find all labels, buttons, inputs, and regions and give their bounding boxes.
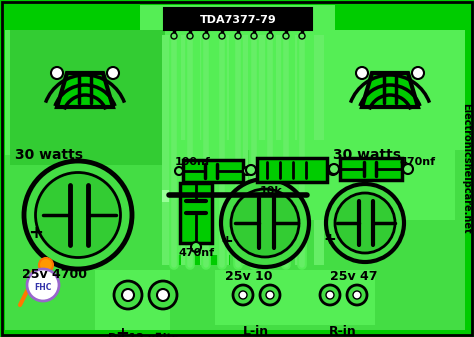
Bar bbox=[162, 35, 172, 265]
Text: 470nf: 470nf bbox=[179, 248, 215, 258]
Circle shape bbox=[329, 164, 339, 174]
Circle shape bbox=[219, 33, 225, 39]
Bar bbox=[180, 183, 212, 243]
Polygon shape bbox=[57, 73, 113, 107]
Text: 25v 10: 25v 10 bbox=[225, 270, 273, 283]
Polygon shape bbox=[362, 73, 418, 107]
Bar bbox=[215, 270, 375, 325]
Circle shape bbox=[283, 33, 289, 39]
Circle shape bbox=[299, 33, 305, 39]
Bar bbox=[295, 35, 305, 265]
Bar bbox=[5, 265, 465, 330]
Text: 10k: 10k bbox=[260, 186, 283, 196]
Text: 100nf: 100nf bbox=[175, 157, 211, 167]
Circle shape bbox=[403, 164, 413, 174]
Ellipse shape bbox=[24, 161, 132, 269]
Bar bbox=[10, 30, 165, 165]
Circle shape bbox=[412, 67, 424, 79]
Text: +: + bbox=[28, 224, 44, 242]
Circle shape bbox=[191, 242, 201, 252]
Text: FHC: FHC bbox=[34, 282, 52, 292]
Bar bbox=[5, 155, 165, 265]
Circle shape bbox=[157, 289, 169, 301]
Circle shape bbox=[114, 281, 142, 309]
Text: 25v 47: 25v 47 bbox=[330, 270, 377, 283]
Circle shape bbox=[51, 67, 63, 79]
Ellipse shape bbox=[326, 184, 404, 262]
Circle shape bbox=[149, 281, 177, 309]
Bar bbox=[181, 35, 191, 265]
Text: TDA7377-79: TDA7377-79 bbox=[200, 15, 276, 25]
Text: Electronicshelpcare.net: Electronicshelpcare.net bbox=[461, 103, 471, 233]
Ellipse shape bbox=[36, 173, 120, 257]
Text: 470nf: 470nf bbox=[400, 157, 436, 167]
Circle shape bbox=[320, 285, 340, 305]
Circle shape bbox=[328, 165, 338, 175]
Text: 30 watts: 30 watts bbox=[333, 148, 401, 162]
Circle shape bbox=[246, 165, 256, 175]
Circle shape bbox=[251, 33, 257, 39]
Circle shape bbox=[266, 291, 274, 299]
Circle shape bbox=[171, 33, 177, 39]
Ellipse shape bbox=[335, 193, 395, 253]
Bar bbox=[175, 140, 235, 245]
Text: +: + bbox=[324, 232, 337, 246]
Text: L-in: L-in bbox=[243, 325, 269, 337]
Text: -: - bbox=[155, 325, 162, 337]
Circle shape bbox=[267, 33, 273, 39]
Circle shape bbox=[233, 285, 253, 305]
Text: +: + bbox=[115, 325, 129, 337]
Text: 25v 4700: 25v 4700 bbox=[22, 268, 87, 281]
Bar bbox=[200, 35, 210, 265]
Bar bbox=[5, 30, 170, 170]
Circle shape bbox=[239, 291, 247, 299]
Bar bbox=[257, 158, 327, 182]
Bar bbox=[230, 150, 465, 265]
Bar bbox=[300, 30, 465, 170]
Circle shape bbox=[347, 285, 367, 305]
Bar bbox=[340, 158, 402, 180]
Bar bbox=[183, 160, 243, 182]
Text: R-in: R-in bbox=[329, 325, 357, 337]
Circle shape bbox=[39, 258, 53, 272]
Bar bbox=[255, 140, 455, 220]
Text: 30 watts: 30 watts bbox=[15, 148, 83, 162]
Bar bbox=[238, 35, 248, 265]
Bar bbox=[95, 270, 170, 330]
Circle shape bbox=[122, 289, 134, 301]
Bar bbox=[219, 35, 229, 265]
Circle shape bbox=[175, 167, 183, 175]
Circle shape bbox=[235, 33, 241, 39]
Ellipse shape bbox=[231, 189, 299, 257]
Ellipse shape bbox=[221, 179, 309, 267]
Circle shape bbox=[243, 167, 251, 175]
Circle shape bbox=[260, 285, 280, 305]
Circle shape bbox=[353, 291, 361, 299]
Circle shape bbox=[203, 33, 209, 39]
Bar bbox=[276, 35, 286, 265]
Bar bbox=[140, 5, 335, 255]
Circle shape bbox=[187, 33, 193, 39]
Text: Dc-12 volts: Dc-12 volts bbox=[108, 333, 178, 337]
Text: +: + bbox=[220, 234, 233, 248]
Circle shape bbox=[107, 67, 119, 79]
Circle shape bbox=[326, 291, 334, 299]
Bar bbox=[257, 35, 267, 265]
Circle shape bbox=[27, 269, 59, 301]
Bar bbox=[164, 8, 312, 30]
Circle shape bbox=[356, 67, 368, 79]
Bar bbox=[314, 35, 324, 265]
Bar bbox=[162, 190, 334, 202]
